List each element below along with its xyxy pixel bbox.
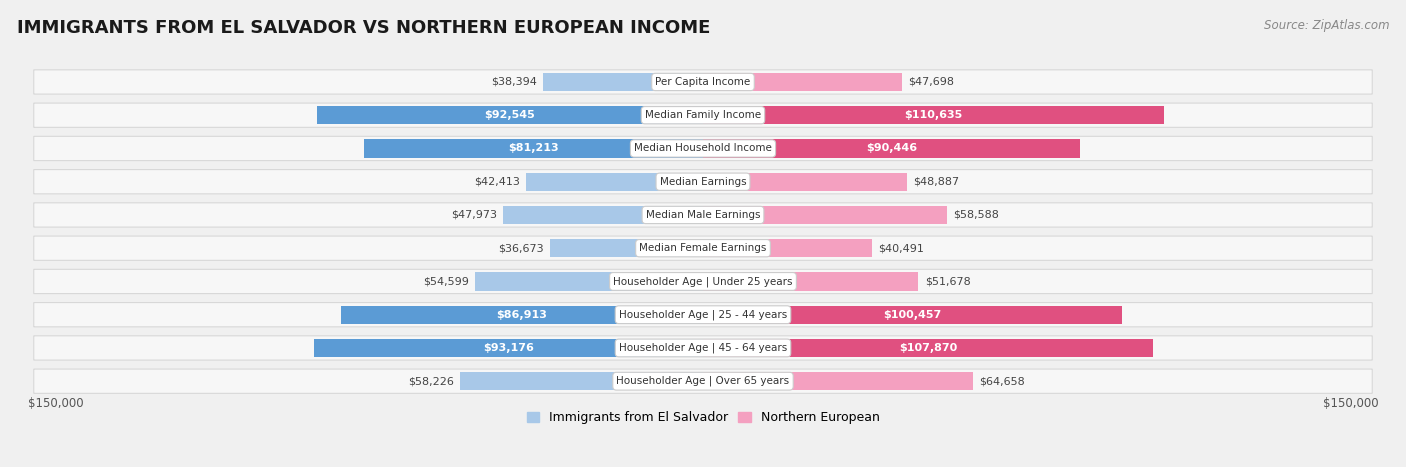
- Text: Median Household Income: Median Household Income: [634, 143, 772, 154]
- Text: $47,698: $47,698: [908, 77, 955, 87]
- FancyBboxPatch shape: [34, 203, 1372, 227]
- FancyBboxPatch shape: [34, 70, 1372, 94]
- Bar: [703, 173, 907, 191]
- Bar: [703, 372, 973, 390]
- FancyBboxPatch shape: [34, 170, 1372, 194]
- Bar: [543, 73, 703, 91]
- Text: $36,673: $36,673: [498, 243, 544, 253]
- Bar: [703, 272, 918, 290]
- Text: Median Female Earnings: Median Female Earnings: [640, 243, 766, 253]
- Bar: [703, 339, 1153, 357]
- Text: $150,000: $150,000: [1323, 397, 1378, 410]
- Bar: [703, 139, 1080, 157]
- Bar: [460, 372, 703, 390]
- FancyBboxPatch shape: [34, 103, 1372, 127]
- Text: $40,491: $40,491: [879, 243, 924, 253]
- Text: $54,599: $54,599: [423, 276, 470, 286]
- FancyBboxPatch shape: [34, 336, 1372, 360]
- Bar: [318, 106, 703, 124]
- Text: Householder Age | 25 - 44 years: Householder Age | 25 - 44 years: [619, 310, 787, 320]
- Text: $92,545: $92,545: [485, 110, 536, 120]
- Text: $100,457: $100,457: [883, 310, 942, 320]
- Text: $58,588: $58,588: [953, 210, 1000, 220]
- Text: $150,000: $150,000: [28, 397, 83, 410]
- FancyBboxPatch shape: [34, 369, 1372, 393]
- Text: Per Capita Income: Per Capita Income: [655, 77, 751, 87]
- Text: $107,870: $107,870: [898, 343, 957, 353]
- Text: $90,446: $90,446: [866, 143, 917, 154]
- Text: Householder Age | Over 65 years: Householder Age | Over 65 years: [616, 376, 790, 387]
- Text: $42,413: $42,413: [474, 177, 520, 187]
- Text: Median Family Income: Median Family Income: [645, 110, 761, 120]
- Text: $93,176: $93,176: [484, 343, 534, 353]
- Text: $110,635: $110,635: [904, 110, 963, 120]
- Text: $64,658: $64,658: [979, 376, 1025, 386]
- Bar: [703, 206, 948, 224]
- Legend: Immigrants from El Salvador, Northern European: Immigrants from El Salvador, Northern Eu…: [523, 407, 883, 428]
- Bar: [475, 272, 703, 290]
- Bar: [703, 239, 872, 257]
- FancyBboxPatch shape: [34, 303, 1372, 327]
- Bar: [364, 139, 703, 157]
- FancyBboxPatch shape: [34, 236, 1372, 260]
- Text: $81,213: $81,213: [509, 143, 560, 154]
- Bar: [526, 173, 703, 191]
- Text: Householder Age | 45 - 64 years: Householder Age | 45 - 64 years: [619, 343, 787, 353]
- Bar: [703, 305, 1122, 324]
- Text: Householder Age | Under 25 years: Householder Age | Under 25 years: [613, 276, 793, 287]
- Text: $47,973: $47,973: [451, 210, 496, 220]
- Bar: [703, 73, 901, 91]
- Text: $38,394: $38,394: [491, 77, 537, 87]
- FancyBboxPatch shape: [34, 136, 1372, 161]
- Bar: [703, 106, 1164, 124]
- Bar: [315, 339, 703, 357]
- Text: $51,678: $51,678: [925, 276, 970, 286]
- Bar: [550, 239, 703, 257]
- Text: $48,887: $48,887: [912, 177, 959, 187]
- Bar: [503, 206, 703, 224]
- Text: Median Earnings: Median Earnings: [659, 177, 747, 187]
- FancyBboxPatch shape: [34, 269, 1372, 294]
- Bar: [340, 305, 703, 324]
- Text: $58,226: $58,226: [408, 376, 454, 386]
- Text: $86,913: $86,913: [496, 310, 547, 320]
- Text: Median Male Earnings: Median Male Earnings: [645, 210, 761, 220]
- Text: IMMIGRANTS FROM EL SALVADOR VS NORTHERN EUROPEAN INCOME: IMMIGRANTS FROM EL SALVADOR VS NORTHERN …: [17, 19, 710, 37]
- Text: Source: ZipAtlas.com: Source: ZipAtlas.com: [1264, 19, 1389, 32]
